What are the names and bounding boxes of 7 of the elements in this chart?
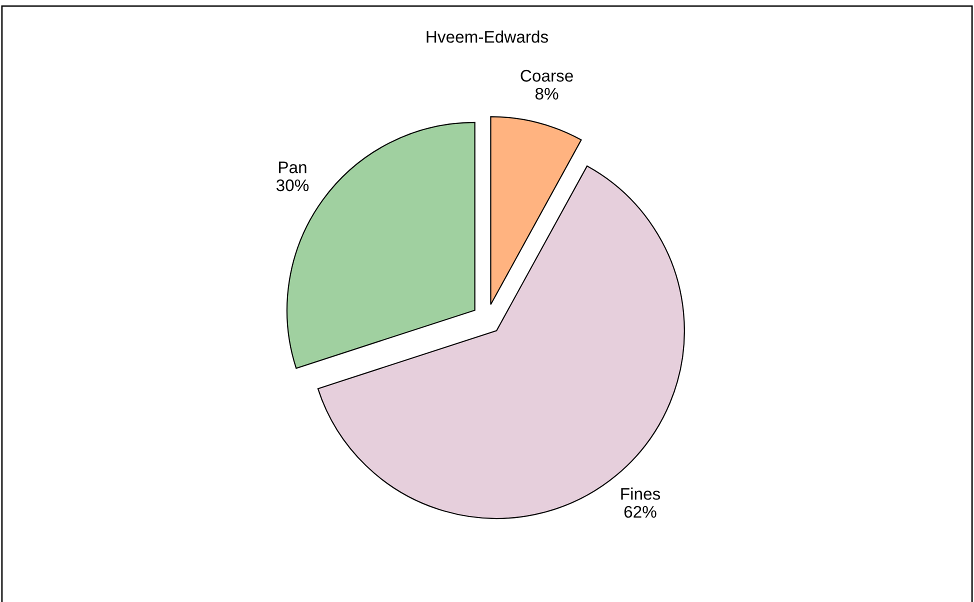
slice-label: Fines [621, 488, 660, 500]
data-label: 30% [276, 179, 309, 192]
data-label: 8% [535, 88, 558, 100]
data-label: 62% [624, 506, 656, 518]
slice-label: Pan [279, 162, 306, 174]
chart-title: Hveem-Edwards [426, 30, 548, 43]
slice-label: Coarse [520, 70, 573, 82]
